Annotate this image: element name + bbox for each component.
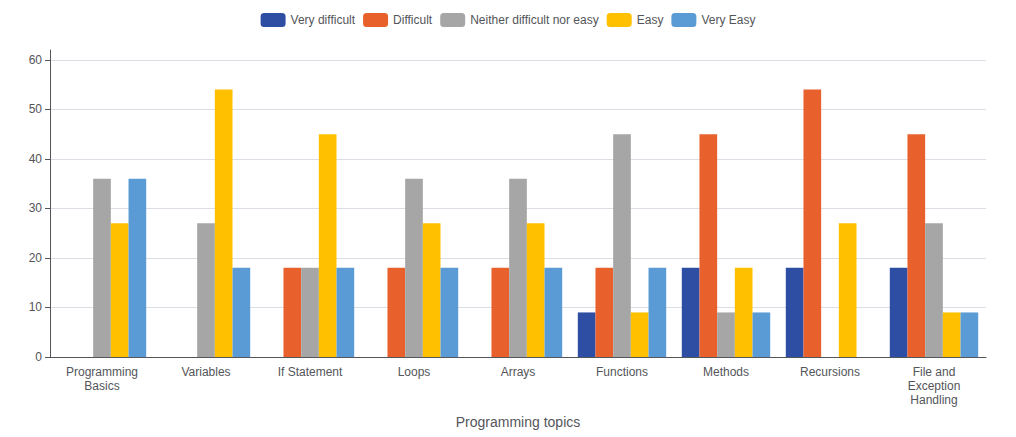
- svg-text:Loops: Loops: [398, 365, 431, 379]
- svg-text:Easy: Easy: [637, 13, 664, 27]
- svg-text:10: 10: [29, 300, 43, 314]
- svg-text:0: 0: [35, 350, 42, 364]
- svg-text:Functions: Functions: [596, 365, 648, 379]
- svg-text:If Statement: If Statement: [278, 365, 343, 379]
- svg-text:Difficult: Difficult: [393, 13, 433, 27]
- svg-text:Very Easy: Very Easy: [701, 13, 755, 27]
- svg-text:20: 20: [29, 251, 43, 265]
- svg-text:Very difficult: Very difficult: [291, 13, 356, 27]
- svg-text:50: 50: [29, 102, 43, 116]
- svg-text:40: 40: [29, 152, 43, 166]
- svg-text:Handling: Handling: [910, 393, 957, 407]
- svg-text:Exception: Exception: [908, 379, 961, 393]
- svg-text:Recursions: Recursions: [800, 365, 860, 379]
- svg-text:Neither difficult nor easy: Neither difficult nor easy: [470, 13, 599, 27]
- svg-text:Arrays: Arrays: [501, 365, 536, 379]
- svg-text:File and: File and: [913, 365, 956, 379]
- svg-text:60: 60: [29, 53, 43, 67]
- svg-text:Basics: Basics: [84, 379, 119, 393]
- svg-text:Programming topics: Programming topics: [456, 414, 581, 430]
- svg-text:Methods: Methods: [703, 365, 749, 379]
- svg-text:Programming: Programming: [66, 365, 138, 379]
- svg-text:Variables: Variables: [181, 365, 230, 379]
- svg-text:30: 30: [29, 201, 43, 215]
